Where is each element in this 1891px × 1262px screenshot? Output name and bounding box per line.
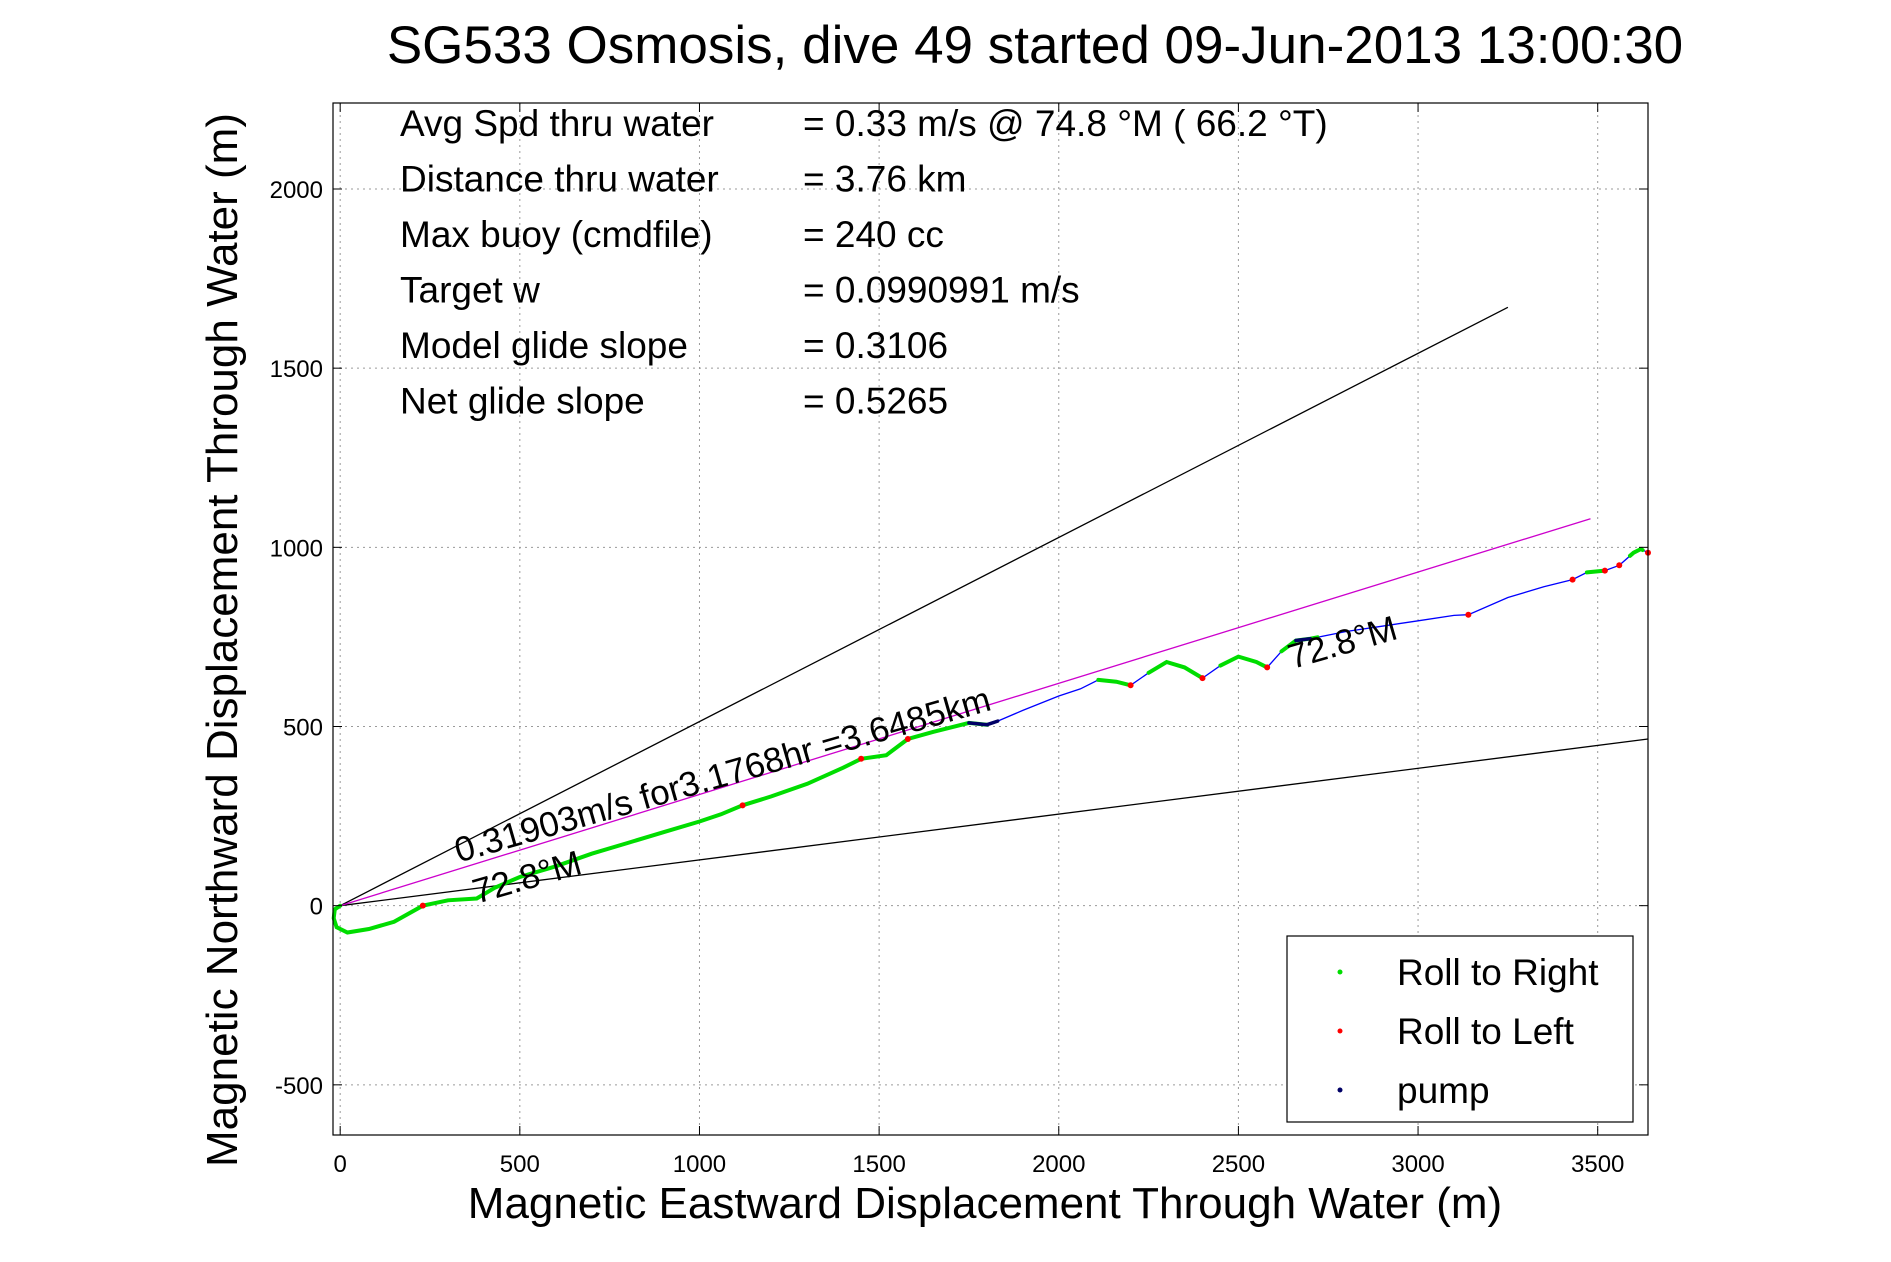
x-tick-label: 1000 — [673, 1151, 726, 1178]
reference-line — [340, 738, 1649, 907]
x-tick-label: 1500 — [852, 1151, 905, 1178]
series-point — [1465, 611, 1472, 618]
legend-label: Roll to Right — [1397, 952, 1599, 993]
series-point — [1264, 664, 1271, 671]
legend-marker — [1337, 1028, 1343, 1034]
legend-label: Roll to Left — [1397, 1011, 1575, 1052]
legend-label: pump — [1397, 1070, 1490, 1111]
info-block: Avg Spd thru water = 0.33 m/s @ 74.8 °M (… — [400, 103, 1328, 422]
series-point — [1601, 567, 1608, 574]
series-point — [739, 802, 746, 809]
y-tick-label: 1000 — [270, 535, 323, 562]
info-label: Distance thru water — [400, 159, 719, 200]
legend-marker — [1337, 1087, 1343, 1093]
y-axis-label: Magnetic Northward Displacement Through … — [198, 113, 247, 1167]
info-value: = 0.5265 — [803, 381, 948, 422]
grid — [333, 103, 1648, 1135]
plot-frame — [332, 102, 1649, 1136]
series-segment — [1628, 546, 1645, 558]
reference-line — [339, 306, 1509, 907]
series-point — [1616, 562, 1623, 569]
series-segment — [1096, 677, 1133, 688]
series-point — [419, 902, 426, 909]
series-point — [1199, 675, 1206, 682]
y-tick-label: 500 — [283, 715, 323, 742]
info-label: Max buoy (cmdfile) — [400, 214, 713, 255]
info-value: = 3.76 km — [803, 159, 967, 200]
y-tick-label: 2000 — [270, 177, 323, 204]
info-label: Net glide slope — [400, 381, 645, 422]
y-tick-label: 1500 — [270, 356, 323, 383]
x-tick-label: 500 — [500, 1151, 540, 1178]
series-point — [904, 736, 911, 743]
series-segment — [1294, 636, 1313, 643]
y-tick-label: -500 — [275, 1073, 323, 1100]
info-label: Avg Spd thru water — [400, 103, 714, 144]
axis-ticks: 0 500 1000 1500 2000 2500 3000 3500 -500 0 500 1000… — [270, 103, 1648, 1178]
series-segment — [967, 719, 1000, 727]
x-tick-label: 0 — [334, 1151, 347, 1178]
chart-title: SG533 Osmosis, dive 49 started 09-Jun-20… — [387, 16, 1683, 75]
info-label: Target w — [400, 270, 540, 311]
series-segment — [331, 720, 989, 935]
info-value: = 0.33 m/s @ 74.8 °M ( 66.2 °T) — [803, 103, 1328, 144]
info-value: = 240 cc — [803, 214, 944, 255]
legend: Roll to Right Roll to Left pump — [1286, 935, 1634, 1123]
series-point — [1127, 682, 1134, 689]
series-segment — [1218, 654, 1270, 670]
x-tick-label: 2500 — [1212, 1151, 1265, 1178]
series-segment — [1146, 659, 1205, 681]
x-tick-label: 3000 — [1391, 1151, 1444, 1178]
y-tick-label: 0 — [310, 894, 323, 921]
reference-line — [340, 518, 1591, 907]
x-axis-label: Magnetic Eastward Displacement Through W… — [468, 1179, 1502, 1228]
x-tick-label: 3500 — [1571, 1151, 1624, 1178]
plot-data — [331, 306, 1651, 935]
legend-box — [1286, 935, 1634, 1123]
series-point — [858, 755, 865, 762]
legend-marker — [1337, 969, 1343, 975]
x-tick-label: 2000 — [1032, 1151, 1085, 1178]
series-point — [1569, 576, 1576, 583]
info-label: Model glide slope — [400, 325, 688, 366]
info-value: = 0.0990991 m/s — [803, 270, 1080, 311]
info-value: = 0.3106 — [803, 325, 948, 366]
